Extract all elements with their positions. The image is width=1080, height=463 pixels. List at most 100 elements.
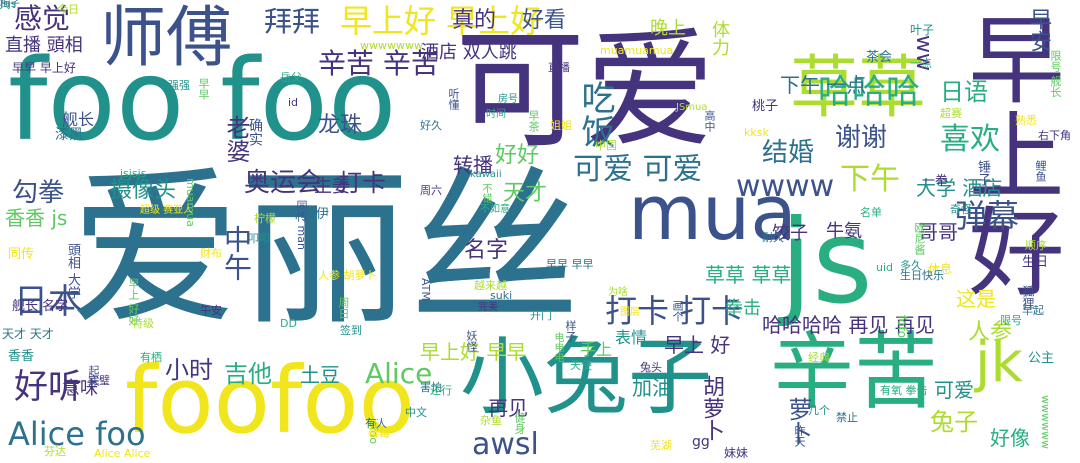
- cloud-word: 感觉: [14, 2, 71, 35]
- cloud-word: 一点: [910, 57, 932, 70]
- cloud-word: 经典: [808, 351, 830, 364]
- cloud-word: 昨天: [793, 425, 806, 447]
- cloud-word: 小时: [165, 356, 213, 384]
- cloud-word: 小兔子: [460, 328, 713, 426]
- cloud-word: 饺子: [772, 223, 808, 244]
- cloud-word: 确实: [247, 118, 263, 146]
- cloud-word: Alice: [365, 357, 433, 390]
- cloud-word: 财布: [200, 247, 222, 260]
- cloud-word: 杂鱼: [480, 414, 502, 427]
- cloud-word: 萝卜: [784, 397, 812, 445]
- cloud-word: JSmua: [676, 102, 708, 113]
- cloud-word: 摄像头: [110, 178, 177, 203]
- cloud-word: 结婚: [762, 138, 815, 168]
- cloud-word: 超赛: [940, 107, 962, 120]
- cloud-word: 多久: [900, 259, 922, 272]
- cloud-word: 早上好: [952, 10, 1064, 298]
- cloud-word: 起床: [87, 365, 100, 387]
- cloud-word: 右下角: [1038, 129, 1071, 142]
- cloud-word: 天才: [503, 181, 548, 206]
- cloud-word: 直播 頭相: [5, 35, 83, 56]
- cloud-word: 桃子: [752, 99, 779, 114]
- cloud-word: 爱丽丝: [70, 151, 581, 349]
- cloud-word: 完璧: [88, 374, 110, 387]
- cloud-word: 同传: [8, 247, 35, 262]
- cloud-word: 熟悉: [1015, 114, 1037, 127]
- cloud-word: js: [780, 195, 873, 330]
- cloud-word: 生日快乐: [900, 269, 944, 282]
- cloud-word: 禁止: [836, 411, 858, 424]
- cloud-word: 妹妹: [724, 446, 749, 460]
- cloud-word: 有氧 拳击: [880, 384, 928, 397]
- cloud-word: 中国: [595, 139, 617, 152]
- cloud-word: ww: [911, 35, 936, 71]
- cloud-word: 午安: [200, 304, 222, 317]
- cloud-word: 天使: [570, 359, 592, 372]
- cloud-word: 样子: [564, 320, 577, 342]
- cloud-word: muamua: [184, 178, 197, 227]
- cloud-word: 加油: [632, 376, 672, 400]
- cloud-word: 生姜: [314, 176, 350, 197]
- cloud-word: 草草: [790, 49, 927, 128]
- cloud-word: 可爱: [934, 378, 974, 402]
- cloud-word: ATM: [419, 278, 432, 301]
- cloud-word: 卡哇伊: [290, 207, 330, 222]
- cloud-word: Alice foo: [8, 415, 146, 453]
- cloud-word: 好听: [14, 367, 82, 407]
- cloud-word: 牛氨: [826, 221, 862, 242]
- cloud-word: 开门: [530, 309, 552, 322]
- cloud-word: 晚上: [650, 18, 686, 39]
- cloud-word: 老婆: [222, 115, 250, 163]
- cloud-word: awsl: [472, 427, 539, 462]
- cloud-word: 香香: [8, 349, 35, 364]
- cloud-word: 耐久: [762, 231, 784, 244]
- cloud-word: 奥运会: [244, 168, 323, 198]
- cloud-word: 拜拜: [264, 5, 321, 38]
- cloud-word: suki: [490, 289, 513, 302]
- cloud-word: 狐狸: [1021, 285, 1035, 309]
- cloud-word: 兔子: [930, 408, 978, 436]
- cloud-word: 叩叩: [248, 232, 270, 245]
- cloud-word: 草草 草草: [705, 263, 792, 287]
- cloud-word: 还行: [430, 384, 452, 397]
- cloud-word: 早上 好: [664, 333, 731, 357]
- cloud-word: 可爱 可爱: [573, 152, 703, 187]
- cloud-word: 同传 man: [295, 200, 308, 250]
- cloud-word: 欧尼酱: [913, 222, 926, 255]
- cloud-word: 高中: [703, 110, 716, 132]
- cloud-word: 哈哈哈: [818, 72, 920, 112]
- cloud-word: muamuamua: [600, 44, 674, 57]
- cloud-word: foofoo: [125, 347, 415, 454]
- cloud-word: 香香 js: [5, 206, 68, 230]
- cloud-word: 害怕: [420, 381, 442, 394]
- cloud-word: 漆黑: [55, 127, 83, 143]
- cloud-word: 直播: [548, 61, 570, 74]
- cloud-word: 下午: [840, 162, 900, 197]
- cloud-word: 哈哈哈哈 再见 再见: [762, 313, 935, 337]
- cloud-word: 再见: [488, 396, 528, 420]
- cloud-word: 早上好 早上好: [340, 2, 543, 40]
- cloud-word: 今日: [57, 3, 79, 16]
- cloud-word: 人参: [968, 320, 1013, 345]
- cloud-word: 吃饭: [575, 80, 615, 148]
- cloud-word: 舰长 名字: [12, 299, 69, 314]
- cloud-word: wwww: [736, 169, 835, 204]
- cloud-word: 手上: [580, 340, 613, 359]
- cloud-word: 日语: [940, 78, 988, 106]
- cloud-word: 有人: [365, 417, 387, 430]
- cloud-word: 芬达: [44, 445, 66, 458]
- cloud-word: 人参 胡萝卜: [318, 269, 377, 282]
- cloud-word: kksk: [744, 126, 769, 139]
- cloud-word: 名单: [860, 206, 882, 219]
- cloud-word: 中文: [405, 406, 427, 419]
- cloud-word: 这是: [956, 287, 996, 311]
- cloud-word: mua: [628, 168, 797, 257]
- cloud-word: 强强: [168, 79, 190, 92]
- cloud-word: wwwwwww: [360, 39, 423, 52]
- cloud-word: 画个: [671, 300, 684, 322]
- cloud-word: 不如意: [480, 204, 510, 215]
- cloud-word: 早早 早上好: [12, 61, 76, 75]
- cloud-word: 日本: [14, 282, 82, 322]
- cloud-word: 房号: [498, 94, 518, 105]
